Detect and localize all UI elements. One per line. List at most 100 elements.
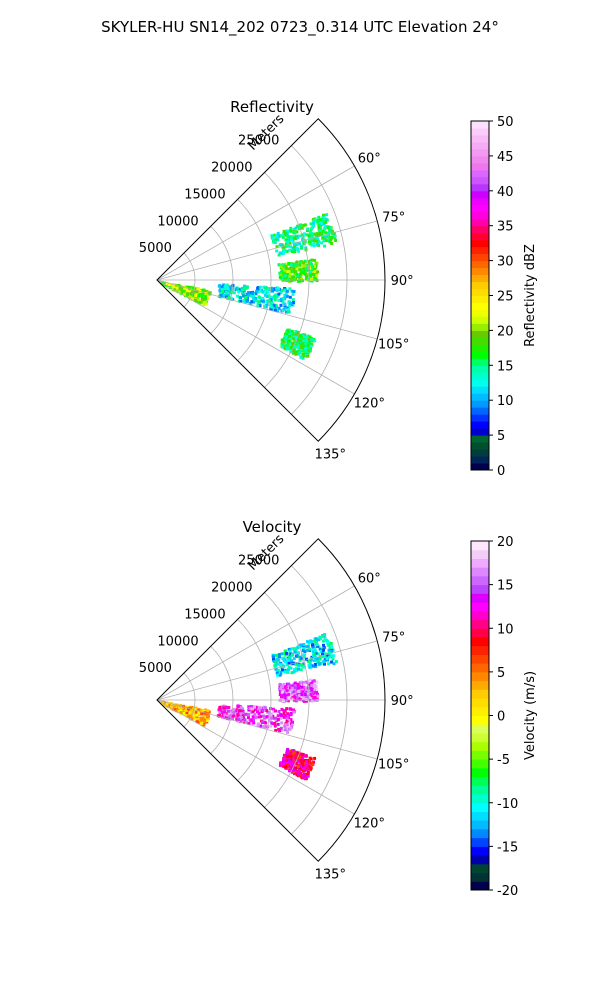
echo-gate: [295, 669, 299, 673]
echo-gate: [284, 262, 288, 266]
echo-gate: [313, 663, 317, 666]
echo-gate: [256, 287, 260, 291]
echo-gate: [218, 286, 222, 290]
colorbar-tick-label: -10: [497, 797, 518, 812]
echo-gate: [312, 679, 316, 683]
echo-gate: [293, 695, 297, 699]
echo-gate: [292, 667, 296, 671]
echo-gate: [287, 668, 290, 672]
echo-gate: [163, 702, 167, 705]
radial-line: [156, 585, 355, 701]
echo-gate: [271, 714, 275, 718]
echo-gate: [248, 301, 252, 305]
echo-gate: [307, 277, 310, 281]
echo-gate: [300, 759, 303, 763]
echo-gate: [221, 715, 224, 719]
echo-gate: [293, 772, 296, 776]
echo-gate: [230, 297, 233, 301]
radial-line: [156, 220, 378, 281]
echo-gate: [289, 762, 293, 766]
echo-gate: [272, 240, 276, 244]
echo-gate: [309, 658, 313, 662]
echo-gate: [316, 697, 319, 701]
echo-gate: [181, 289, 185, 293]
echo-gate: [318, 647, 322, 651]
echo-gate: [285, 689, 289, 693]
echo-gate: [294, 352, 298, 356]
echo-gate: [283, 278, 287, 281]
echo-gate: [320, 241, 324, 245]
echo-gate: [202, 301, 206, 305]
echo-gate: [299, 273, 303, 277]
echo-gate: [323, 633, 327, 636]
colorbar-segment: [471, 428, 489, 436]
echo-gate: [287, 751, 291, 755]
echo-gate: [292, 349, 296, 352]
echo-gate: [286, 240, 290, 244]
echo-gate: [314, 638, 318, 642]
colorbar-segment: [471, 435, 489, 443]
echo-gate: [278, 673, 282, 677]
echo-gate: [279, 303, 283, 307]
echo-gate: [218, 714, 222, 718]
echo-gate: [179, 704, 182, 708]
echo-gate: [292, 687, 296, 691]
echo-gate: [323, 637, 327, 641]
echo-gate: [313, 258, 317, 262]
echo-gate: [292, 690, 296, 694]
colorbar-segment: [471, 663, 489, 673]
echo-gate: [228, 285, 232, 289]
echo-gate: [282, 656, 286, 660]
echo-gate: [322, 222, 326, 225]
echo-gate: [273, 724, 277, 728]
echo-gate: [239, 296, 243, 300]
echo-gate: [288, 266, 292, 270]
echo-gate: [271, 289, 275, 293]
echo-gate: [279, 726, 283, 730]
range-tick-label: 20000: [211, 161, 252, 176]
echo-gate: [183, 287, 187, 291]
echo-gate: [283, 295, 287, 299]
echo-gate: [282, 688, 285, 692]
echo-gate: [302, 232, 306, 236]
echo-gate: [199, 299, 202, 303]
colorbar-segment: [471, 162, 489, 171]
echo-gate: [321, 653, 325, 656]
echo-gate: [267, 713, 271, 717]
colorbar-tick-label: -5: [497, 753, 510, 768]
echo-gate: [329, 226, 333, 230]
echo-gate: [303, 653, 306, 657]
echo-gate: [238, 720, 242, 724]
echo-gate: [244, 286, 248, 290]
echo-gate: [286, 754, 290, 758]
echo-gate: [324, 217, 328, 221]
echo-gate: [317, 638, 321, 642]
echo-gate: [292, 290, 296, 293]
echo-gate: [280, 762, 284, 766]
echo-gate: [197, 294, 201, 297]
echo-gate: [171, 283, 175, 287]
echo-gate: [292, 670, 296, 674]
colorbar-tick-label: 10: [497, 394, 514, 409]
echo-gate: [257, 706, 261, 710]
echo-gate: [331, 657, 335, 661]
echo-field: [160, 633, 338, 781]
echo-gate: [306, 696, 310, 700]
echo-gate: [169, 705, 173, 709]
echo-gate: [323, 646, 327, 650]
echo-gate: [323, 662, 326, 666]
echo-gate: [288, 304, 292, 308]
echo-gate: [243, 718, 247, 722]
echo-gate: [321, 635, 324, 639]
echo-gate: [298, 681, 302, 685]
echo-gate: [252, 297, 256, 301]
echo-gate: [326, 233, 329, 237]
echo-gate: [240, 709, 244, 713]
echo-gate: [291, 342, 295, 346]
echo-gate: [298, 263, 302, 267]
echo-gate: [301, 681, 305, 685]
echo-mid-band: [217, 283, 296, 314]
echo-gate: [236, 711, 240, 715]
echo-gate: [282, 251, 286, 255]
echo-gate: [309, 272, 312, 275]
